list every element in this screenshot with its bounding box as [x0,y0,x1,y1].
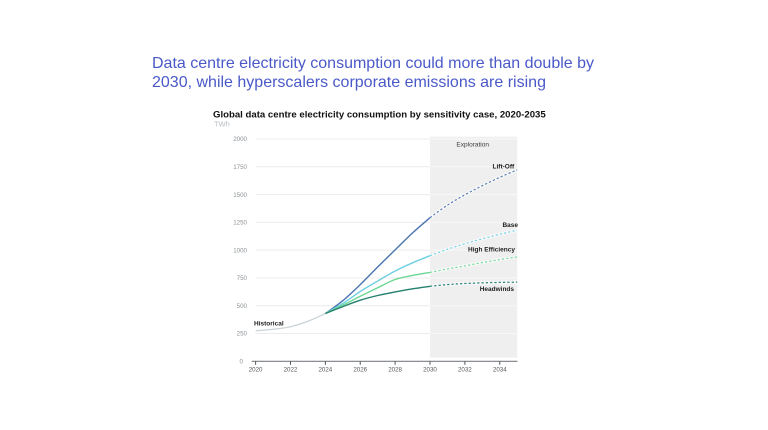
svg-text:0: 0 [240,359,244,366]
svg-text:Historical: Historical [254,321,284,328]
svg-text:Global data centre electricity: Global data centre electricity consumpti… [213,109,546,120]
svg-text:2028: 2028 [388,367,402,374]
svg-text:High Efficiency: High Efficiency [468,246,515,253]
svg-text:Base: Base [502,222,518,229]
svg-text:2026: 2026 [353,367,367,374]
svg-text:1500: 1500 [233,192,247,199]
svg-text:2032: 2032 [458,367,472,374]
svg-text:750: 750 [237,275,248,282]
svg-text:2022: 2022 [284,367,298,374]
svg-text:Exploration: Exploration [456,142,489,149]
svg-text:1000: 1000 [233,247,247,254]
svg-text:2034: 2034 [493,367,507,374]
svg-text:500: 500 [237,303,248,310]
svg-text:1250: 1250 [233,220,247,227]
svg-text:2030: 2030 [423,367,437,374]
svg-text:TWh: TWh [214,119,230,128]
svg-text:2024: 2024 [318,367,332,374]
svg-text:2000: 2000 [233,136,247,143]
svg-text:Lift-Off: Lift-Off [493,164,515,171]
svg-text:Headwinds: Headwinds [480,286,515,293]
svg-text:2020: 2020 [249,367,263,374]
svg-text:1750: 1750 [233,164,247,171]
svg-text:250: 250 [237,331,248,338]
